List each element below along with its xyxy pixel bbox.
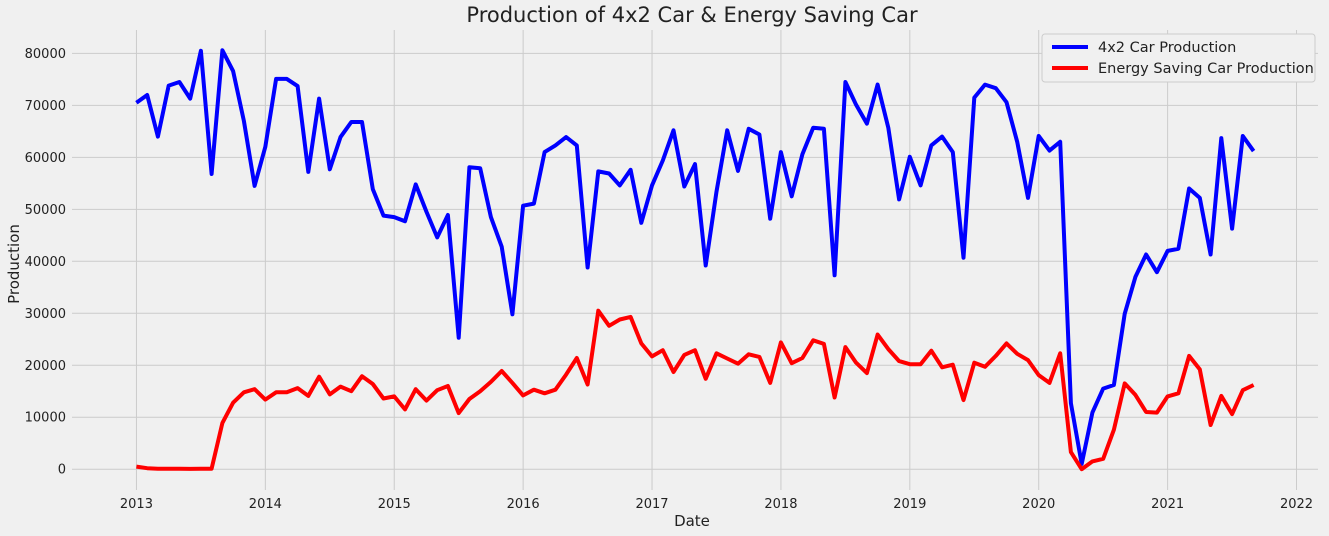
series-line-1 — [136, 308, 1255, 472]
x-tick-label: 2020 — [1022, 497, 1055, 512]
x-tick-label: 2014 — [249, 497, 282, 512]
series-lines — [135, 48, 1256, 472]
y-tick-labels: 0 10000 20000 30000 40000 50000 60000 70000 8000… — [25, 47, 66, 478]
legend-label-energy-saving: Energy Saving Car Production — [1098, 61, 1314, 77]
y-tick-label: 70000 — [25, 99, 66, 114]
x-axis-label: Date — [674, 512, 710, 530]
y-tick-label: 80000 — [25, 47, 66, 62]
x-tick-label: 2021 — [1151, 497, 1184, 512]
x-tick-label: 2017 — [635, 497, 668, 512]
y-tick-label: 20000 — [25, 359, 66, 374]
y-tick-label: 40000 — [25, 255, 66, 270]
y-tick-label: 0 — [58, 463, 66, 478]
x-tick-label: 2016 — [507, 497, 540, 512]
chart-title: Production of 4x2 Car & Energy Saving Ca… — [466, 3, 918, 27]
legend: 4x2 Car Production Energy Saving Car Pro… — [1041, 33, 1316, 83]
x-tick-label: 2015 — [378, 497, 411, 512]
series-line-0 — [135, 48, 1256, 466]
x-tick-label: 2018 — [764, 497, 797, 512]
y-tick-label: 60000 — [25, 151, 66, 166]
grid-lines — [72, 30, 1318, 490]
y-tick-label: 10000 — [25, 411, 66, 426]
x-tick-labels: 2013 2014 2015 2016 2017 2018 2019 2020 2021 2022 — [120, 497, 1313, 512]
y-axis-label: Production — [5, 224, 23, 304]
legend-label-4x2: 4x2 Car Production — [1098, 40, 1236, 56]
y-tick-label: 50000 — [25, 203, 66, 218]
legend-box — [1041, 33, 1316, 83]
x-tick-label: 2013 — [120, 497, 153, 512]
y-tick-label: 30000 — [25, 307, 66, 322]
x-tick-label: 2019 — [893, 497, 926, 512]
x-tick-label: 2022 — [1280, 497, 1313, 512]
